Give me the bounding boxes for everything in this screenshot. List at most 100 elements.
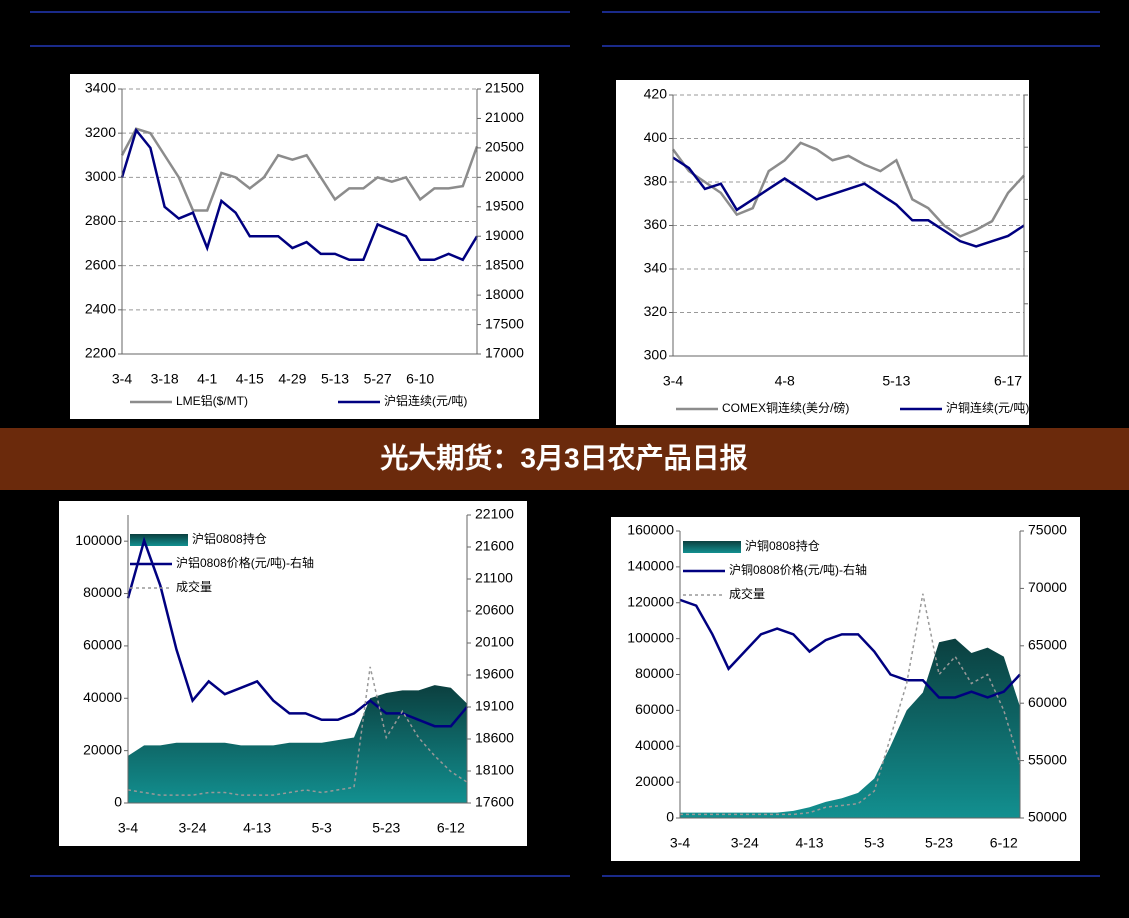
y2-tick-label: 18500 xyxy=(485,256,524,272)
legend-label: COMEX铜连续(美分/磅) xyxy=(722,400,849,415)
y2-tick-label: 22100 xyxy=(475,506,514,522)
area xyxy=(128,685,467,803)
y2-tick-label: 20500 xyxy=(485,139,524,155)
x-tick-label: 3-4 xyxy=(112,371,132,387)
y2-tick-label: 21000 xyxy=(485,109,524,125)
line xyxy=(120,127,479,262)
y2-tick-label: 20000 xyxy=(485,168,524,184)
y-tick-label: 2800 xyxy=(85,212,116,228)
y2-tick-label: 21100 xyxy=(475,570,513,586)
y2-tick-label: 19600 xyxy=(475,666,514,682)
x-tick-label: 6-17 xyxy=(994,373,1022,389)
y2-tick-label: 70000 xyxy=(1028,579,1067,595)
x-tick-label: 4-13 xyxy=(796,835,824,851)
line xyxy=(120,127,479,212)
line xyxy=(672,156,1025,248)
legend-label: 沪铜0808持仓 xyxy=(745,538,820,553)
y-tick-label: 300 xyxy=(644,347,668,363)
banner-title: 光大期货：3月3日农产品日报 xyxy=(379,441,747,473)
y2-tick-label: 75000 xyxy=(1028,522,1067,538)
y2-tick-label: 17500 xyxy=(485,315,524,331)
x-tick-label: 3-18 xyxy=(151,371,179,387)
legend-label: 沪铝0808价格(元/吨)-右轴 xyxy=(176,555,314,570)
y-tick-label: 3400 xyxy=(85,80,116,96)
legend-label: 沪铝0808持仓 xyxy=(192,531,267,546)
legend-label: 成交量 xyxy=(176,579,212,594)
y-tick-label: 420 xyxy=(644,86,668,102)
y2-tick-label: 55000 xyxy=(1028,751,1067,767)
y2-tick-label: 19500 xyxy=(485,197,524,213)
y2-tick-label: 20100 xyxy=(475,634,514,650)
banner xyxy=(0,428,1129,490)
x-tick-label: 3-24 xyxy=(179,820,207,836)
y2-tick-label: 50000 xyxy=(1032,347,1071,363)
x-tick-label: 6-10 xyxy=(406,371,434,387)
y2-tick-label: 60000 xyxy=(1028,694,1067,710)
x-tick-label: 5-27 xyxy=(364,371,392,387)
legend-swatch xyxy=(683,541,741,553)
y2-tick-label: 65000 xyxy=(1032,190,1071,206)
x-tick-label: 6-12 xyxy=(437,820,465,836)
y2-tick-label: 18100 xyxy=(475,762,514,778)
area xyxy=(680,638,1020,818)
y2-tick-label: 55000 xyxy=(1032,295,1071,311)
separators xyxy=(30,11,1100,877)
panel xyxy=(616,80,1029,425)
x-tick-label: 5-13 xyxy=(882,373,910,389)
y-tick-label: 380 xyxy=(644,173,668,189)
y-tick-label: 40000 xyxy=(635,737,674,753)
x-tick-label: 5-13 xyxy=(321,371,349,387)
y-tick-label: 20000 xyxy=(83,741,122,757)
y2-tick-label: 17600 xyxy=(475,794,514,810)
y-tick-label: 3200 xyxy=(85,124,116,140)
legend-label: 成交量 xyxy=(729,586,765,601)
y-tick-label: 160000 xyxy=(627,522,674,538)
y-tick-label: 100000 xyxy=(75,532,122,548)
x-tick-label: 4-15 xyxy=(236,371,264,387)
y-tick-label: 60000 xyxy=(635,701,674,717)
legend-label: 沪铜0808价格(元/吨)-右轴 xyxy=(729,562,867,577)
x-tick-label: 5-3 xyxy=(312,820,332,836)
x-tick-label: 3-4 xyxy=(118,820,138,836)
y2-tick-label: 60000 xyxy=(1032,242,1071,258)
legend-label: 沪铝连续(元/吨) xyxy=(384,393,467,408)
x-tick-label: 4-29 xyxy=(278,371,306,387)
y-tick-label: 100000 xyxy=(627,629,674,645)
y2-tick-label: 17000 xyxy=(485,345,524,361)
y2-tick-label: 20600 xyxy=(475,602,514,618)
x-tick-label: 4-1 xyxy=(197,371,217,387)
y2-tick-label: 19100 xyxy=(475,698,514,714)
x-tick-label: 5-23 xyxy=(372,820,400,836)
y2-tick-label: 21600 xyxy=(475,538,514,554)
y2-tick-label: 70000 xyxy=(1032,138,1071,154)
y-tick-label: 80000 xyxy=(83,584,122,600)
y-tick-label: 80000 xyxy=(635,665,674,681)
x-tick-label: 4-8 xyxy=(775,373,795,389)
y-tick-label: 40000 xyxy=(83,689,122,705)
y-tick-label: 360 xyxy=(644,216,668,232)
x-tick-label: 3-24 xyxy=(731,835,759,851)
y-tick-label: 0 xyxy=(114,794,122,810)
y-tick-label: 340 xyxy=(644,260,668,276)
y-tick-label: 2400 xyxy=(85,301,116,317)
line xyxy=(680,593,1021,816)
legend-swatch xyxy=(130,534,188,546)
line xyxy=(679,598,1021,699)
y-tick-label: 400 xyxy=(644,129,668,145)
line xyxy=(671,141,1025,238)
y-tick-label: 20000 xyxy=(635,773,674,789)
y2-tick-label: 18000 xyxy=(485,286,524,302)
line xyxy=(126,536,468,728)
y-tick-label: 140000 xyxy=(627,558,674,574)
x-tick-label: 5-3 xyxy=(864,835,884,851)
line xyxy=(127,666,468,796)
x-tick-label: 3-4 xyxy=(663,373,683,389)
x-tick-label: 5-23 xyxy=(925,835,953,851)
y-tick-label: 3000 xyxy=(85,168,116,184)
y2-tick-label: 21500 xyxy=(485,80,524,96)
y-tick-label: 120000 xyxy=(627,593,674,609)
y-tick-label: 2200 xyxy=(85,345,116,361)
x-tick-label: 6-12 xyxy=(990,835,1018,851)
y2-tick-label: 18600 xyxy=(475,730,514,746)
